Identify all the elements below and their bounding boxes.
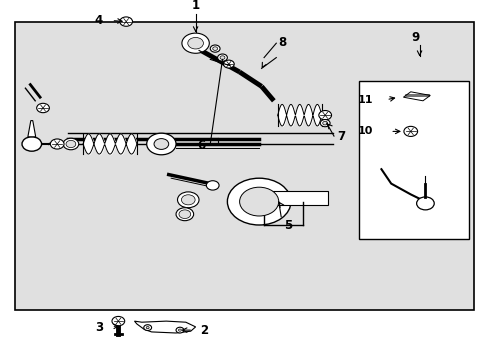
Circle shape <box>182 33 209 53</box>
Circle shape <box>143 325 151 330</box>
Text: 8: 8 <box>277 36 285 49</box>
Circle shape <box>210 45 220 52</box>
Circle shape <box>416 197 433 210</box>
Text: 5: 5 <box>283 219 291 231</box>
Text: 3: 3 <box>95 321 103 334</box>
Text: 4: 4 <box>94 14 102 27</box>
Text: 7: 7 <box>337 130 345 143</box>
Circle shape <box>227 178 290 225</box>
Circle shape <box>206 181 219 190</box>
Text: 10: 10 <box>357 126 372 136</box>
Circle shape <box>220 56 224 59</box>
Bar <box>15 22 473 310</box>
Circle shape <box>320 120 329 127</box>
Polygon shape <box>28 121 36 137</box>
Polygon shape <box>403 92 429 101</box>
Circle shape <box>146 133 176 155</box>
Bar <box>259 191 327 205</box>
Circle shape <box>187 37 203 49</box>
Circle shape <box>239 187 278 216</box>
Circle shape <box>22 137 41 151</box>
Circle shape <box>318 111 331 120</box>
Circle shape <box>177 192 199 208</box>
Circle shape <box>63 138 79 150</box>
Bar <box>359 81 468 239</box>
Circle shape <box>223 60 234 68</box>
Text: 1: 1 <box>191 0 199 12</box>
Circle shape <box>154 139 168 149</box>
Circle shape <box>176 208 193 221</box>
Circle shape <box>217 54 227 61</box>
Text: 11: 11 <box>357 95 372 105</box>
Circle shape <box>212 47 217 50</box>
Text: 6: 6 <box>197 139 205 152</box>
Text: 2: 2 <box>200 324 208 337</box>
Circle shape <box>112 316 124 326</box>
Circle shape <box>322 121 327 125</box>
Circle shape <box>37 103 49 113</box>
Text: 9: 9 <box>411 31 419 44</box>
Circle shape <box>66 140 76 148</box>
Circle shape <box>179 210 190 219</box>
Circle shape <box>146 327 149 329</box>
Circle shape <box>181 195 195 205</box>
Circle shape <box>403 126 417 136</box>
Circle shape <box>176 327 183 333</box>
Circle shape <box>50 139 64 149</box>
Circle shape <box>178 329 181 331</box>
Polygon shape <box>134 321 195 333</box>
Circle shape <box>120 17 132 26</box>
